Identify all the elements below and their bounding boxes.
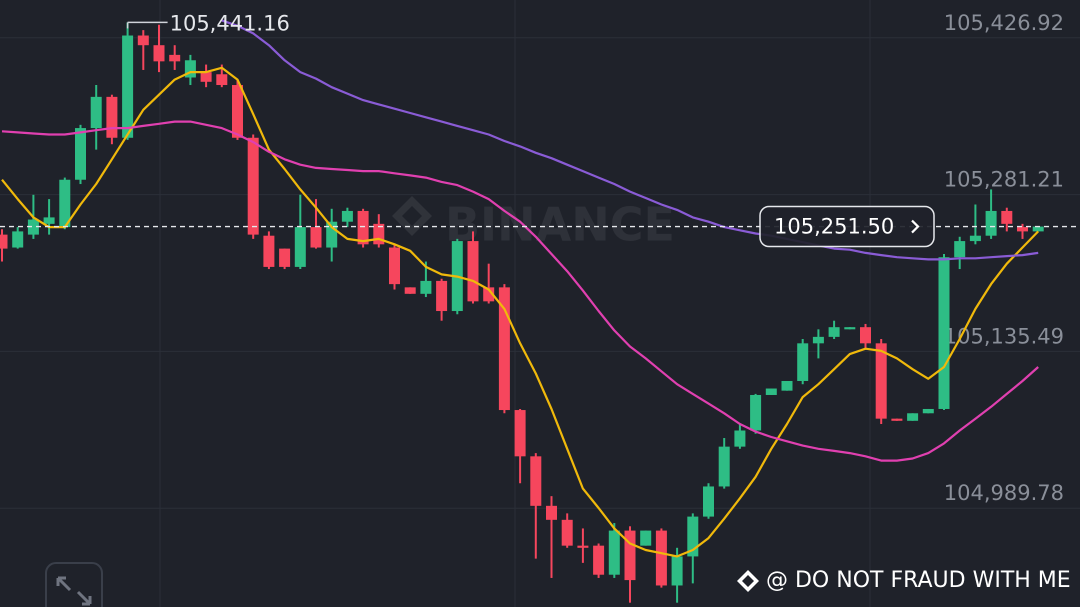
candle-body xyxy=(310,227,322,248)
candle-body xyxy=(1017,227,1028,232)
candle-body xyxy=(90,96,102,129)
watermark-icon xyxy=(392,196,432,236)
y-tick-label: 105,135.49 xyxy=(944,324,1064,348)
price-markers: 105,441.16 105,251.50 xyxy=(0,11,1080,248)
credit-icon xyxy=(737,570,759,592)
candle-body xyxy=(860,327,871,344)
candle-body xyxy=(247,137,259,235)
candle-body xyxy=(373,223,385,245)
candle-body xyxy=(703,486,714,517)
candle-body xyxy=(671,556,683,586)
candle-body xyxy=(781,380,793,391)
last-price-box xyxy=(759,205,935,248)
candle-body xyxy=(624,530,636,581)
watermark-logo xyxy=(392,196,432,236)
candle-body xyxy=(216,74,228,86)
credit: @ DO NOT FRAUD WITH ME xyxy=(766,568,1071,593)
candle-body xyxy=(718,446,730,487)
last-price-chevron xyxy=(911,219,920,234)
candle-body xyxy=(954,241,966,258)
candle-body xyxy=(844,327,856,330)
candle-body xyxy=(969,235,981,242)
watermark: BINANCE xyxy=(445,198,675,252)
last-price-label: 105,251.50 xyxy=(774,215,894,239)
candle-body xyxy=(891,418,903,421)
candle-body xyxy=(1032,226,1044,232)
candle-body xyxy=(153,45,165,62)
candle-body xyxy=(640,530,652,546)
candle-body xyxy=(498,287,510,411)
ma-line xyxy=(1,120,1039,462)
candle-body xyxy=(467,241,479,302)
candle-body xyxy=(59,179,71,228)
candle-body xyxy=(294,227,306,267)
candle-body xyxy=(483,287,495,302)
candle-body xyxy=(232,85,243,138)
candle-body xyxy=(875,343,887,419)
vertical-grid xyxy=(159,0,871,607)
candle-body xyxy=(263,235,275,267)
candle-body xyxy=(12,231,24,248)
y-tick-label: 105,426.92 xyxy=(944,11,1064,35)
candle-body xyxy=(797,343,809,381)
candle-body xyxy=(687,516,699,557)
candle-body xyxy=(404,287,416,294)
y-tick-label: 105,281.21 xyxy=(944,168,1064,192)
high-marker-label: 105,441.16 xyxy=(170,11,290,35)
candle-body xyxy=(75,128,86,180)
expand-icon[interactable] xyxy=(56,576,92,606)
moving-averages xyxy=(1,19,1039,558)
candle-body xyxy=(436,280,448,312)
candle-body xyxy=(812,336,824,344)
credit-logo xyxy=(737,570,759,592)
y-axis: 105,426.92 105,281.21 105,135.49 104,989.78 xyxy=(944,11,1064,505)
candle-body xyxy=(593,545,605,575)
candle-body xyxy=(326,221,338,248)
candle-body xyxy=(0,234,8,249)
candle-body xyxy=(655,530,667,586)
candle-body xyxy=(750,394,762,431)
candle-body xyxy=(389,247,400,285)
candle-body xyxy=(420,280,432,294)
candle-body xyxy=(608,530,620,575)
candle-body xyxy=(169,54,181,62)
candle-body xyxy=(577,545,589,548)
candle-body xyxy=(357,210,369,245)
candle-body xyxy=(27,219,39,235)
candle-body xyxy=(200,72,212,82)
candle-body xyxy=(546,505,557,520)
candle-body xyxy=(514,410,526,457)
candle-body xyxy=(561,519,573,546)
expand-frame[interactable] xyxy=(45,562,103,607)
candle-body xyxy=(43,217,55,224)
expand-button[interactable] xyxy=(45,562,103,607)
ma-line xyxy=(221,19,1039,261)
candle-body xyxy=(938,257,950,409)
candle-body xyxy=(922,408,934,414)
ma-line xyxy=(1,66,1039,558)
grid xyxy=(0,37,1080,509)
candle-body xyxy=(985,210,997,236)
candle-body xyxy=(1001,210,1013,224)
candle-body xyxy=(907,413,919,421)
candle-body xyxy=(122,35,134,138)
candle-body xyxy=(828,327,840,337)
candle-body xyxy=(341,210,353,222)
y-tick-label: 104,989.78 xyxy=(944,481,1064,505)
candle-body xyxy=(137,35,149,46)
candle-body xyxy=(734,430,746,447)
candle-body xyxy=(184,60,196,78)
candle-body xyxy=(765,388,777,395)
candle-body xyxy=(106,96,118,138)
candle-body xyxy=(279,248,291,267)
candle-body xyxy=(530,456,542,506)
